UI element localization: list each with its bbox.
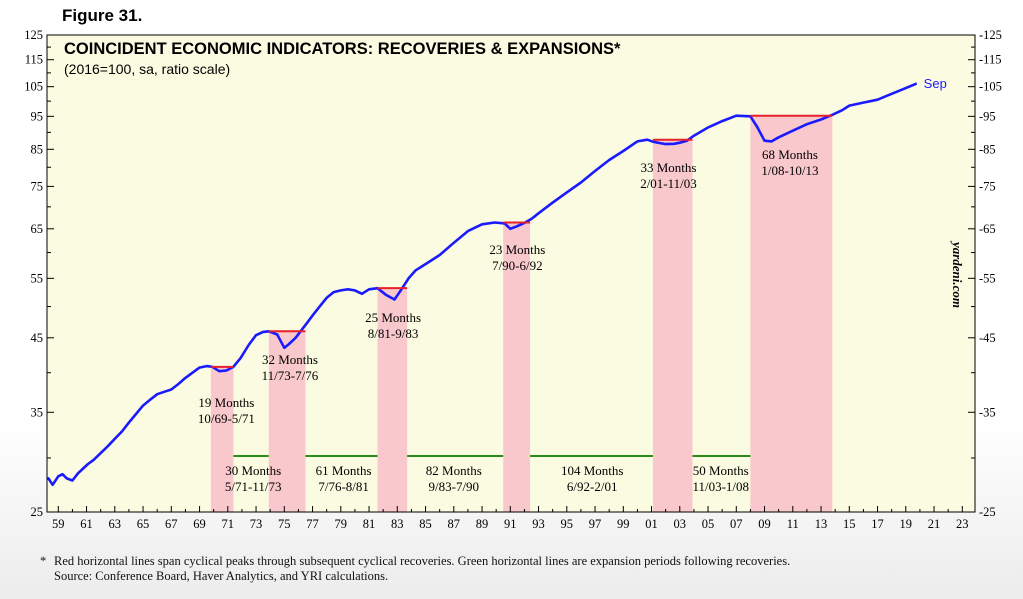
- x-tick-label: 83: [391, 517, 404, 531]
- x-tick-label: 17: [871, 517, 884, 531]
- x-tick-label: 69: [193, 517, 206, 531]
- x-tick-label: 95: [561, 517, 574, 531]
- footnote: * Red horizontal lines span cyclical peak…: [40, 554, 1015, 584]
- x-tick-label: 15: [843, 517, 856, 531]
- recovery-dates: 11/73-7/76: [262, 368, 319, 383]
- y-tick-label-left: 25: [31, 505, 44, 519]
- expansion-label: 82 Months: [426, 463, 482, 478]
- series-line: [47, 82, 918, 487]
- x-tick-label: 89: [476, 517, 489, 531]
- y-tick-label-left: 65: [31, 222, 44, 236]
- watermark: yardeni.com: [950, 240, 965, 308]
- recovery-dates: 8/81-9/83: [368, 326, 419, 341]
- recovery-label: 19 Months: [198, 395, 254, 410]
- recovery-dates: 2/01-11/03: [640, 176, 697, 191]
- expansion-dates: 7/76-8/81: [318, 479, 369, 494]
- y-tick-label-right: -95: [979, 109, 996, 123]
- x-tick-label: 87: [448, 517, 461, 531]
- x-tick-label: 91: [504, 517, 517, 531]
- y-tick-label-right: -105: [979, 80, 1002, 94]
- plot-border: [46, 34, 976, 513]
- x-tick-label: 07: [730, 517, 743, 531]
- y-tick-label-right: -25: [979, 505, 996, 519]
- x-tick-label: 97: [589, 517, 602, 531]
- x-tick-label: 63: [109, 517, 122, 531]
- x-tick-label: 93: [532, 517, 545, 531]
- x-tick-label: 13: [815, 517, 828, 531]
- x-tick-label: 81: [363, 517, 376, 531]
- expansion-dates: 9/83-7/90: [429, 479, 480, 494]
- footnote-line1: Red horizontal lines span cyclical peaks…: [54, 554, 791, 568]
- y-tick-label-right: -55: [979, 271, 996, 285]
- x-tick-label: 73: [250, 517, 263, 531]
- expansion-label: 50 Months: [693, 463, 749, 478]
- x-tick-label: 03: [674, 517, 687, 531]
- recovery-band: [750, 115, 833, 512]
- x-tick-label: 75: [278, 517, 291, 531]
- x-tick-label: 11: [787, 517, 799, 531]
- recovery-dates: 7/90-6/92: [492, 258, 543, 273]
- expansion-label: 61 Months: [316, 463, 372, 478]
- y-tick-label-left: 105: [24, 80, 43, 94]
- recovery-label: 68 Months: [762, 147, 818, 162]
- y-tick-label-right: -85: [979, 142, 996, 156]
- recovery-label: 33 Months: [640, 160, 696, 175]
- recovery-label: 25 Months: [365, 310, 421, 325]
- chart-title: COINCIDENT ECONOMIC INDICATORS: RECOVERI…: [64, 40, 621, 58]
- recovery-band: [268, 331, 306, 512]
- x-tick-label: 79: [335, 517, 348, 531]
- y-tick-label-right: -35: [979, 405, 996, 419]
- series-end-label: Sep: [924, 76, 947, 91]
- recovery-band: [503, 222, 531, 512]
- y-tick-label-left: 95: [31, 109, 44, 123]
- y-tick-label-left: 75: [31, 179, 44, 193]
- x-tick-label: 67: [165, 517, 178, 531]
- x-tick-label: 85: [419, 517, 432, 531]
- y-tick-label-right: -45: [979, 331, 996, 345]
- x-tick-label: 09: [758, 517, 771, 531]
- y-tick-label-right: -75: [979, 179, 996, 193]
- x-tick-label: 05: [702, 517, 715, 531]
- footnote-marker: *: [40, 554, 47, 568]
- x-tick-label: 01: [645, 517, 658, 531]
- figure-label: Figure 31.: [62, 6, 143, 25]
- recovery-label: 32 Months: [262, 352, 318, 367]
- recovery-dates: 10/69-5/71: [198, 411, 255, 426]
- expansion-label: 30 Months: [225, 463, 281, 478]
- x-tick-label: 77: [306, 517, 319, 531]
- x-tick-label: 99: [617, 517, 630, 531]
- y-tick-label-right: -125: [979, 28, 1002, 42]
- y-tick-label-left: 125: [24, 28, 43, 42]
- y-tick-label-left: 115: [25, 53, 43, 67]
- footnote-line2: Source: Conference Board, Haver Analytic…: [54, 569, 389, 583]
- expansion-dates: 11/03-1/08: [692, 479, 749, 494]
- chart-subtitle: (2016=100, sa, ratio scale): [64, 61, 230, 77]
- y-tick-label-right: -65: [979, 222, 996, 236]
- recovery-band: [210, 366, 234, 512]
- x-tick-label: 23: [956, 517, 969, 531]
- recovery-label: 23 Months: [489, 242, 545, 257]
- chart: Sep 25 -25 35 -35 45 -45 55 -55 65 -65 75 -75 85 -85 95…: [24, 28, 1002, 531]
- y-tick-label-left: 35: [31, 405, 44, 419]
- y-tick-label-left: 55: [31, 271, 44, 285]
- y-tick-label-right: -115: [979, 53, 1001, 67]
- x-tick-label: 61: [80, 517, 93, 531]
- x-tick-label: 59: [52, 517, 65, 531]
- expansion-dates: 6/92-2/01: [567, 479, 618, 494]
- expansion-label: 104 Months: [561, 463, 623, 478]
- x-tick-label: 19: [900, 517, 913, 531]
- recovery-band: [377, 288, 408, 512]
- expansion-dates: 5/71-11/73: [225, 479, 282, 494]
- recovery-dates: 1/08-10/13: [761, 163, 818, 178]
- recovery-band: [652, 139, 693, 513]
- y-tick-label-left: 45: [31, 331, 44, 345]
- x-tick-label: 21: [928, 517, 941, 531]
- x-tick-label: 65: [137, 517, 150, 531]
- x-tick-label: 71: [222, 517, 235, 531]
- y-tick-label-left: 85: [31, 142, 44, 156]
